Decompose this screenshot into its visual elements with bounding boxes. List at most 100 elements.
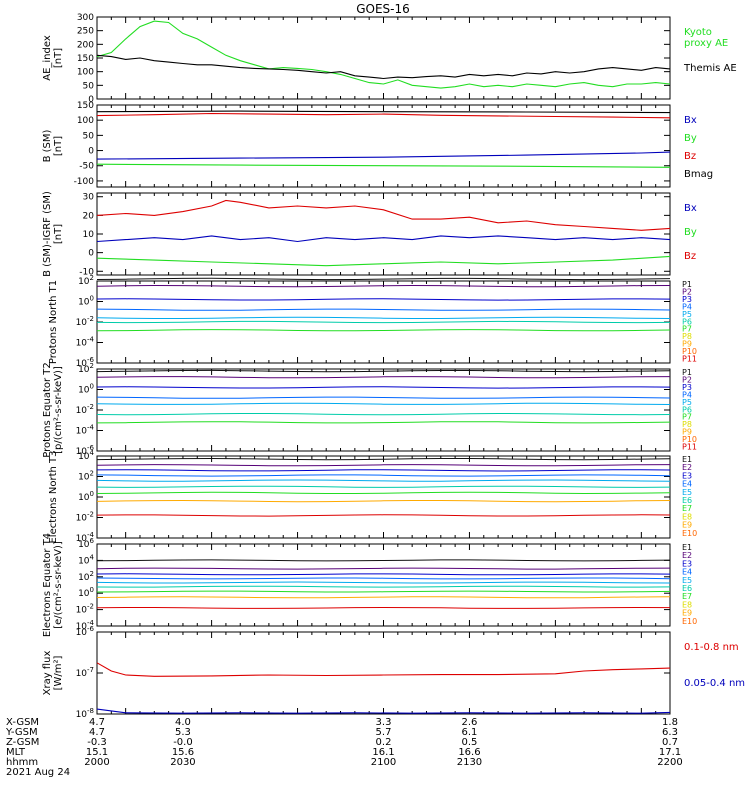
y-tick-label: 10	[83, 230, 95, 240]
y-tick-label: 20	[83, 211, 95, 221]
legend-entry: P4	[682, 390, 692, 399]
legend-entry: E9	[682, 609, 692, 618]
x-axis-value: 15.6	[172, 747, 194, 758]
y-tick-label: 102	[78, 470, 94, 483]
y-tick-label: 100	[77, 68, 94, 78]
legend-entry: Bx	[684, 203, 697, 214]
y-tick-label: 10-4	[76, 424, 95, 437]
legend-entry: P3	[682, 383, 692, 392]
y-tick-label: -100	[74, 177, 95, 187]
flux-trace	[96, 514, 671, 517]
series-line	[96, 708, 671, 714]
legend-entry: E3	[682, 471, 692, 480]
panel-frame	[96, 543, 671, 627]
x-axis-row-label: MLT	[6, 747, 26, 758]
panels: 050100150200250300AE_index[nT]Kyotoproxy…	[42, 13, 745, 720]
legend-entry: P9	[682, 428, 692, 437]
flux-trace	[96, 573, 671, 576]
flux-trace	[96, 412, 671, 416]
y-tick-label: 250	[77, 27, 94, 37]
flux-trace	[96, 298, 671, 301]
x-axis-row-label: X-GSM	[6, 717, 39, 728]
flux-trace	[96, 316, 671, 319]
flux-trace	[96, 464, 671, 467]
x-axis-value: 2.6	[461, 717, 477, 728]
legend-entry: P7	[682, 413, 692, 422]
x-axis-value: 6.1	[461, 727, 477, 738]
x-axis-value: 0.5	[461, 737, 477, 748]
series-line	[96, 255, 671, 267]
y-axis-label: B (SM)[nT]	[42, 129, 64, 162]
y-axis-label: B (SM)-IGRF (SM)[nT]	[42, 191, 64, 277]
y-tick-label: 50	[83, 81, 95, 91]
y-tick-label: 10-2	[76, 315, 94, 328]
y-tick-label: 150	[77, 54, 94, 64]
y-tick-label: 50	[83, 131, 95, 141]
legend-entry: E1	[682, 543, 692, 552]
legend-entry: By	[684, 133, 697, 144]
y-axis-label: Electrons Equator T4[e/(cm²-s-sr-keV)]	[42, 533, 64, 637]
flux-trace	[96, 320, 671, 324]
y-tick-label: 10-2	[76, 511, 94, 524]
series-line	[96, 235, 671, 243]
legend-entry: P8	[682, 420, 692, 429]
flux-trace	[96, 559, 671, 562]
legend-entry: P10	[682, 435, 697, 444]
y-axis-label: Electrons North T3	[48, 450, 59, 543]
flux-trace	[96, 308, 671, 311]
x-axis-value: 2100	[371, 757, 396, 768]
x-axis-value: 2030	[170, 757, 195, 768]
flux-trace	[96, 402, 671, 405]
panel-2: -100 -50 0 50 100 150 B (SM)[nT] Bx By Bz Bmag	[42, 101, 713, 188]
y-tick-label: -50	[79, 162, 94, 172]
flux-trace	[96, 457, 671, 461]
x-axis-value: 0.2	[376, 737, 392, 748]
y-tick-label: 100	[78, 383, 94, 396]
y-axis-label: AE_index[nT]	[42, 35, 64, 81]
legend-entry: P5	[682, 310, 692, 319]
y-tick-label: 0	[88, 147, 94, 157]
flux-trace	[96, 474, 671, 477]
y-tick-label: 102	[78, 570, 94, 583]
series-line	[96, 112, 671, 119]
x-axis-value: -0.3	[87, 737, 107, 748]
x-axis-value: 5.3	[175, 727, 191, 738]
flux-trace	[96, 581, 671, 584]
series-line	[96, 199, 671, 231]
legend-entry: E2	[682, 463, 692, 472]
flux-trace	[96, 376, 671, 379]
legend-entry: E7	[682, 592, 692, 601]
panel-frame	[96, 16, 671, 100]
x-axis-value: 16.6	[458, 747, 480, 758]
series-line	[96, 54, 671, 80]
legend-entry: E6	[682, 584, 692, 593]
x-axis-value: 15.1	[86, 747, 108, 758]
x-axis-value: 1.8	[662, 717, 678, 728]
x-axis-value: 4.7	[89, 727, 105, 738]
legend-entry: P3	[682, 295, 692, 304]
y-tick-label: 0	[88, 249, 94, 259]
legend-entry: E4	[682, 568, 692, 577]
x-axis-value: 3.3	[376, 717, 392, 728]
x-axis-row-label: Z-GSM	[6, 737, 39, 748]
flux-trace	[96, 567, 671, 570]
y-tick-label: 10-7	[76, 666, 94, 679]
x-axis-value: 0.7	[662, 737, 678, 748]
legend-entry: E10	[682, 617, 697, 626]
flux-trace	[96, 485, 671, 488]
plot-title: GOES-16	[356, 2, 410, 16]
flux-trace	[96, 499, 671, 503]
y-axis-label: Xray flux[W/m²]	[42, 651, 64, 696]
flux-trace	[96, 386, 671, 389]
y-tick-label: 100	[78, 295, 94, 308]
y-tick-label: 30	[83, 193, 95, 203]
legend-entry: E4	[682, 480, 692, 489]
x-axis-value: 5.7	[376, 727, 392, 738]
legend-entry: E10	[682, 529, 697, 538]
flux-trace	[96, 590, 671, 593]
